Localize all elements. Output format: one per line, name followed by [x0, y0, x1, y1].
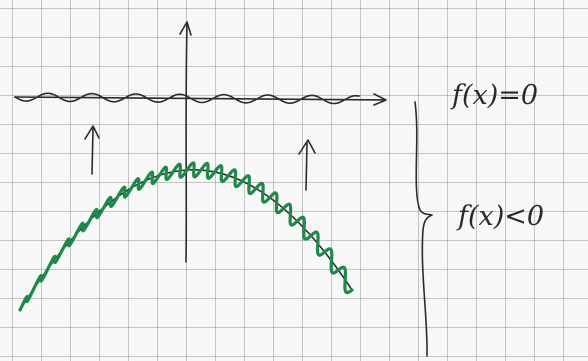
- sketch: f(x)=0 f(x)<0: [0, 0, 588, 361]
- grid: [0, 0, 588, 361]
- page: f(x)=0 f(x)<0 (() => { const data = JSON…: [0, 0, 588, 361]
- negative-label: f(x)<0: [456, 201, 544, 232]
- zero-label: f(x)=0: [450, 80, 538, 111]
